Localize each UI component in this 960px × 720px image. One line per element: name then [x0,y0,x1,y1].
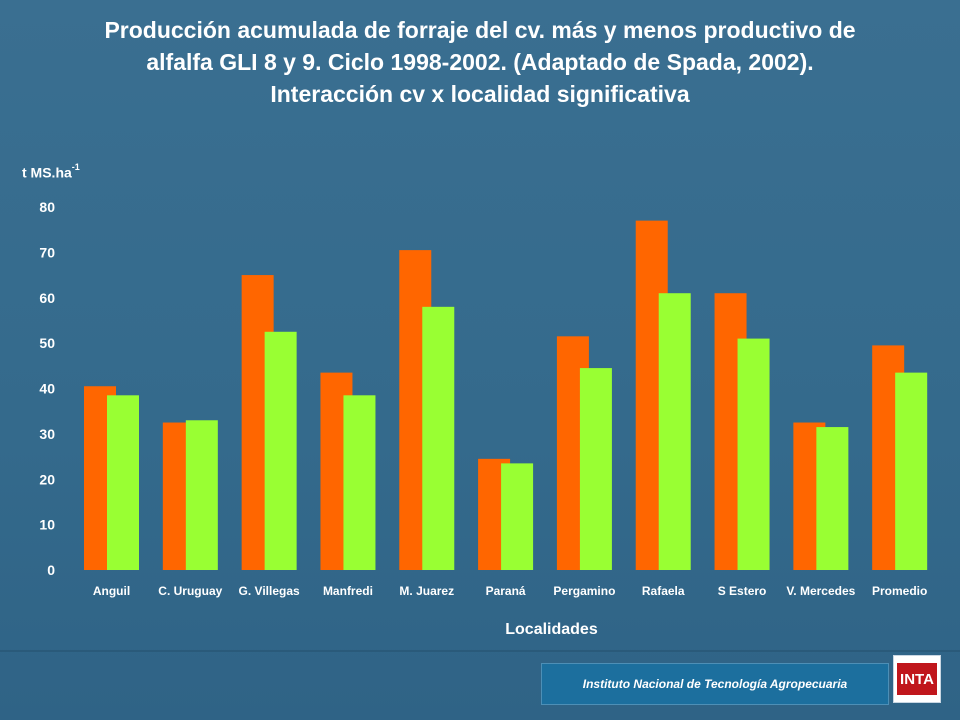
bar-series-2 [185,420,218,570]
institution-name: Instituto Nacional de Tecnología Agropec… [582,677,848,691]
x-tick-label: C. Uruguay [158,584,222,598]
bar-series-2 [343,395,376,570]
y-axis-label: t MS.ha-1 [22,162,80,181]
y-axis-label-text: t MS.ha [22,164,72,181]
title-line-1: Producción acumulada de forraje del cv. … [104,17,856,43]
x-tick-label: S Estero [718,584,767,598]
title-line-3: Interacción cv x localidad significativa [270,81,690,107]
bar-series-2 [737,338,770,570]
x-tick-label: Promedio [872,584,927,598]
title-line-2: alfalfa GLI 8 y 9. Ciclo 1998-2002. (Ada… [146,49,814,75]
y-tick-label: 10 [39,517,55,533]
bar-series-2 [501,463,534,570]
y-tick-label: 80 [39,199,55,215]
y-axis-label-exponent: -1 [71,162,80,172]
y-tick-label: 30 [39,426,55,442]
bar-series-2 [816,427,849,570]
y-tick-label: 60 [39,290,55,306]
x-tick-label: Pergamino [553,584,615,598]
bar-series-2 [579,368,612,570]
slide-title: Producción acumulada de forraje del cv. … [20,14,940,110]
inta-logo: INTA [893,655,941,703]
x-tick-label: Manfredi [323,584,373,598]
x-axis-label: Localidades [505,621,598,638]
footer-divider [0,650,960,652]
x-tick-label: V. Mercedes [786,584,855,598]
y-tick-label: 0 [47,562,55,578]
y-tick-label: 40 [39,381,55,397]
bar-series-2 [422,306,455,570]
x-tick-label: M. Juarez [399,584,454,598]
x-tick-label: Rafaela [642,584,685,598]
x-tick-label: Anguil [93,584,130,598]
bar-series-2 [107,395,139,570]
x-tick-label: G. Villegas [239,584,300,598]
y-tick-label: 20 [39,471,55,487]
bar-series-2 [895,372,928,570]
bar-series-2 [264,331,297,570]
x-tick-label: Paraná [486,584,526,598]
y-tick-label: 70 [39,244,55,260]
inta-logo-mark: INTA [897,663,937,695]
inta-logo-text: INTA [900,670,934,688]
institution-banner: Instituto Nacional de Tecnología Agropec… [541,663,889,705]
bar-series-2 [658,293,691,570]
y-tick-label: 50 [39,335,55,351]
